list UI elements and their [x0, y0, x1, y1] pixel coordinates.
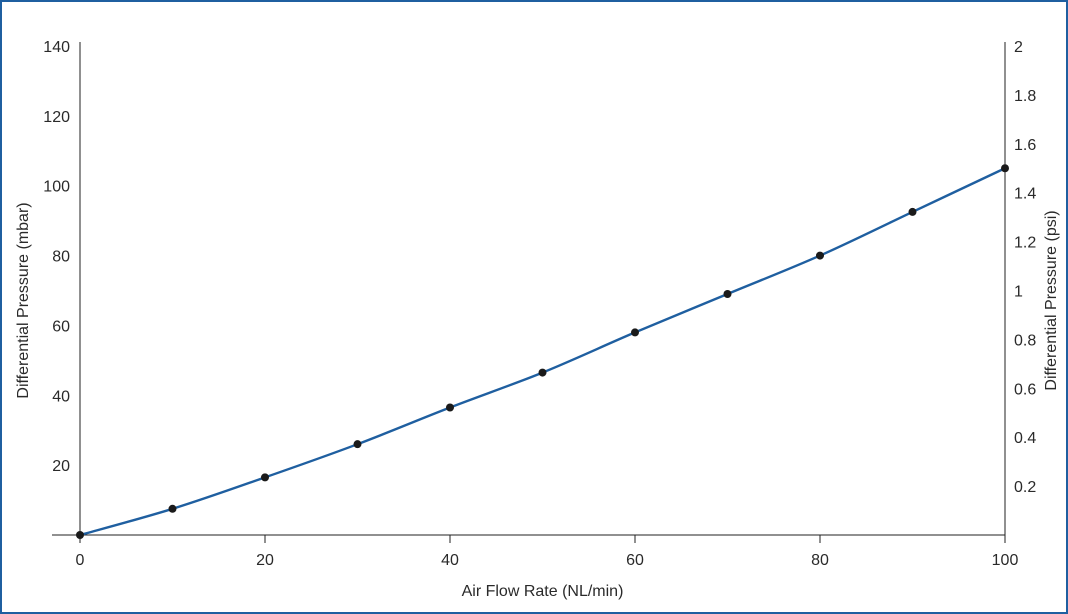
- y-tick-label: 40: [52, 388, 70, 405]
- data-point: [631, 328, 639, 337]
- data-point: [908, 207, 917, 216]
- y2-tick-label: 1.6: [1014, 137, 1036, 154]
- y2-tick-label: 1: [1014, 284, 1023, 301]
- y-tick-label: 80: [52, 249, 70, 266]
- y-tick-label: 20: [52, 458, 70, 475]
- y-tick-label: 140: [43, 39, 70, 56]
- y-tick-label: 60: [52, 318, 70, 335]
- x-tick-label: 100: [992, 552, 1019, 569]
- x-tick-label: 0: [76, 552, 85, 569]
- y-tick-label: 100: [43, 179, 70, 196]
- data-point: [261, 473, 269, 482]
- y2-tick-label: 0.8: [1014, 332, 1036, 349]
- y2-tick-label: 1.2: [1014, 235, 1036, 252]
- x-tick-label: 80: [811, 552, 829, 569]
- y2-tick-label: 0.6: [1014, 381, 1036, 398]
- y-tick-label: 120: [43, 109, 70, 126]
- x-tick-label: 40: [441, 552, 459, 569]
- y-axis-title: Differential Pressure (mbar): [15, 202, 32, 398]
- data-point: [76, 531, 84, 539]
- series-line: [79, 167, 1006, 537]
- x-tick-group: 0 20 40 60 80 100: [76, 535, 1019, 569]
- x-tick-label: 20: [256, 552, 274, 569]
- y-tick-group: 20 40 60 80 100 120 140: [43, 39, 70, 475]
- data-point: [1001, 164, 1009, 173]
- data-point: [168, 504, 177, 513]
- x-tick-label: 60: [626, 552, 644, 569]
- y2-tick-label: 2: [1014, 39, 1023, 56]
- y2-tick-label: 0.4: [1014, 430, 1036, 447]
- data-point: [816, 251, 824, 260]
- data-point: [353, 440, 362, 449]
- y2-tick-group: 0.2 0.4 0.6 0.8 1 1.2 1.4 1.6 1.8 2: [1014, 39, 1036, 496]
- data-point: [538, 368, 547, 377]
- y2-tick-label: 1.4: [1014, 186, 1036, 203]
- x-axis-title: Air Flow Rate (NL/min): [462, 583, 624, 600]
- y2-tick-label: 0.2: [1014, 479, 1036, 496]
- data-point: [446, 403, 454, 412]
- y2-tick-label: 1.8: [1014, 88, 1036, 105]
- y2-axis-title: Differential Pressure (psi): [1043, 210, 1060, 390]
- marker-group: [76, 164, 1009, 539]
- data-point: [723, 289, 732, 298]
